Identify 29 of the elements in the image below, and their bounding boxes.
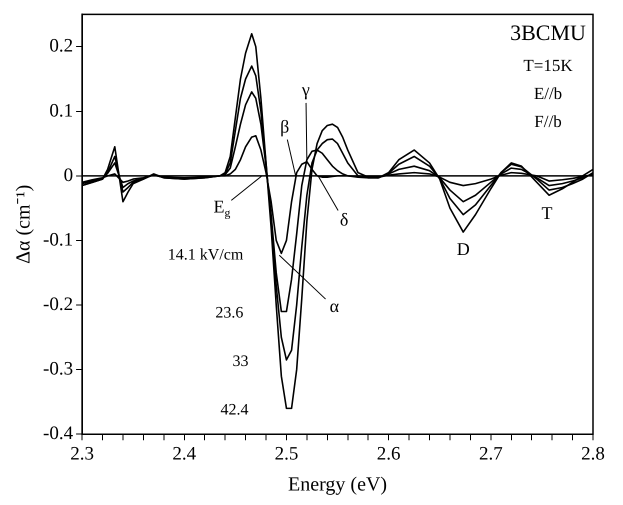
x-tick-label: 2.3 xyxy=(70,444,94,465)
y-axis-title: Δα (cm⁻¹) xyxy=(12,184,34,264)
x-tick-label: 2.7 xyxy=(478,444,503,465)
x-tick-label: 2.5 xyxy=(274,444,298,465)
y-tick-label: -0.4 xyxy=(43,423,74,444)
text: 23.6 xyxy=(215,304,244,322)
y-tick-label: 0 xyxy=(64,164,74,186)
y-tick-label: -0.3 xyxy=(43,358,74,380)
y-tick-label: 0.2 xyxy=(49,36,74,57)
y-tick-label: -0.2 xyxy=(43,294,74,316)
text: 33 xyxy=(232,353,248,370)
annotation: D xyxy=(456,238,470,259)
annotation: α xyxy=(330,296,340,316)
x-tick-label: 2.4 xyxy=(172,444,197,465)
text: 42.4 xyxy=(220,402,248,419)
annotation: β xyxy=(280,116,290,137)
annotation: 3BCMU xyxy=(510,20,586,46)
annotation: T=15K xyxy=(523,56,574,75)
y-tick-label: 0.1 xyxy=(49,100,74,122)
annotation: F//b xyxy=(534,112,562,131)
x-tick-label: 2.8 xyxy=(581,444,605,465)
y-tick-label: -0.1 xyxy=(43,229,74,250)
annotation: E//b xyxy=(534,84,562,103)
text: 14.1 kV/cm xyxy=(168,246,244,264)
x-axis-title: Energy (eV) xyxy=(288,473,388,496)
annotation: γ xyxy=(300,80,310,100)
x-tick-label: 2.6 xyxy=(376,444,401,465)
annotation: δ xyxy=(340,210,348,230)
annotation: T xyxy=(542,202,553,223)
